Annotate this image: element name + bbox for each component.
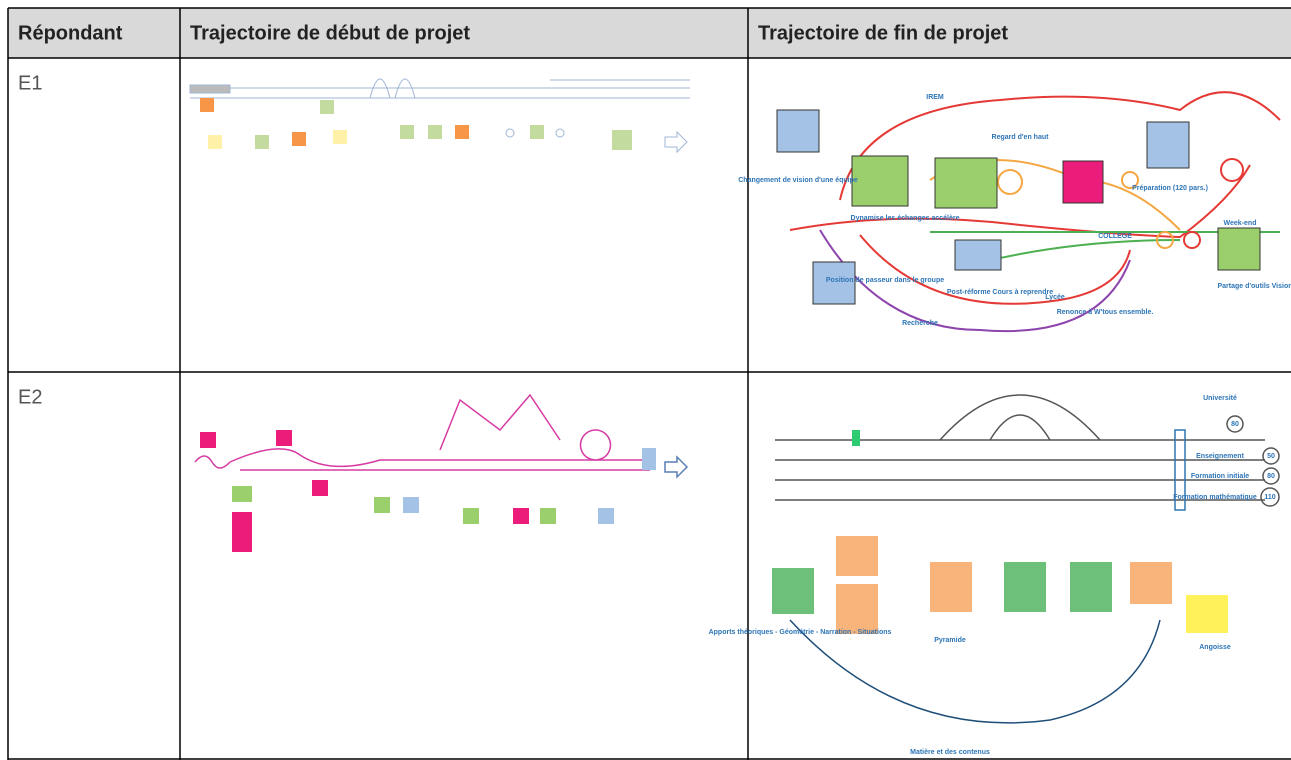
figure-label: Changement de vision d'une équipe — [738, 177, 858, 184]
figure-label: Angoisse — [1199, 644, 1231, 651]
figure-label: 50 — [1267, 453, 1275, 460]
figure-label: Préparation (120 pars.) — [1132, 185, 1208, 192]
figure-label: Université — [1203, 395, 1237, 402]
figure-label: Renonce à W'tous ensemble. — [1057, 309, 1154, 316]
figure-label: Lycée — [1045, 294, 1065, 301]
figure-label: 80 — [1231, 421, 1239, 428]
figure-label: Regard d'en haut — [992, 134, 1050, 141]
figure-label: IREM — [926, 94, 944, 101]
figure-label: Formation initiale — [1191, 473, 1249, 480]
e1-start-drawing — [189, 78, 690, 154]
e2-start-drawing — [194, 393, 689, 552]
figure-label: Recherche — [902, 320, 938, 327]
row-label: E2 — [18, 386, 42, 408]
e2-end-drawing — [772, 394, 1280, 724]
figure-label: 110 — [1264, 494, 1275, 501]
figure-label: Position de passeur dans le groupe — [826, 277, 944, 284]
header-cell: Répondant — [18, 22, 123, 44]
figure-label: COLLEGE — [1098, 233, 1132, 240]
header-cell: Trajectoire de fin de projet — [758, 22, 1008, 44]
figure-label: Pyramide — [934, 637, 966, 644]
figure-label: Week-end — [1224, 220, 1257, 227]
figure-label: Matière et des contenus — [910, 749, 990, 756]
row-label: E1 — [18, 72, 42, 94]
figure-label: Formation mathématique — [1173, 494, 1257, 501]
figure-label: Enseignement — [1196, 453, 1245, 460]
e1-end-drawing — [776, 91, 1281, 333]
figure-label: Dynamise les échanges accélère — [851, 215, 960, 222]
table-grid — [7, 7, 1291, 760]
header-cell: Trajectoire de début de projet — [190, 22, 470, 44]
header-bg — [8, 8, 1291, 58]
figure-label: Post-réforme Cours à reprendre — [947, 289, 1053, 296]
figure-label: Apports théoriques - Géométrie - Narrati… — [709, 629, 892, 636]
figure-label: 80 — [1267, 473, 1275, 480]
figure-label: Partage d'outils Vision — [1217, 283, 1291, 290]
